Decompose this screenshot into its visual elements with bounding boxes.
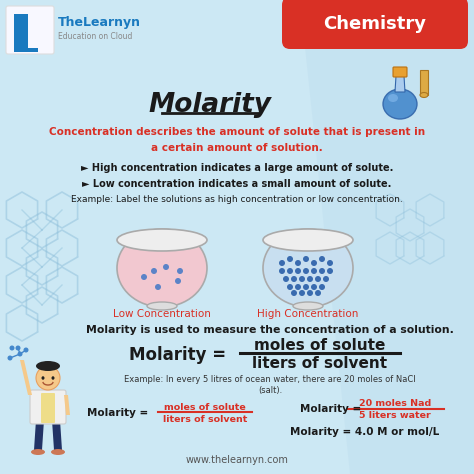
Ellipse shape: [319, 284, 325, 290]
Text: Molarity: Molarity: [148, 92, 272, 118]
Ellipse shape: [175, 278, 181, 284]
Text: Example: Label the solutions as high concentration or low concentration.: Example: Label the solutions as high con…: [71, 195, 403, 204]
Ellipse shape: [31, 449, 45, 455]
Ellipse shape: [295, 268, 301, 274]
Ellipse shape: [311, 268, 317, 274]
Ellipse shape: [303, 256, 309, 262]
Polygon shape: [20, 360, 32, 395]
Ellipse shape: [287, 256, 293, 262]
Ellipse shape: [36, 366, 60, 390]
Ellipse shape: [177, 268, 183, 274]
Ellipse shape: [293, 302, 323, 310]
Ellipse shape: [307, 276, 313, 282]
Ellipse shape: [18, 352, 22, 356]
Ellipse shape: [295, 260, 301, 266]
Ellipse shape: [117, 229, 207, 251]
Ellipse shape: [311, 260, 317, 266]
Ellipse shape: [315, 290, 321, 296]
Polygon shape: [64, 395, 70, 415]
Ellipse shape: [327, 268, 333, 274]
Text: moles of solute: moles of solute: [255, 337, 386, 353]
Text: High Concentration: High Concentration: [257, 309, 359, 319]
Ellipse shape: [9, 346, 15, 350]
Ellipse shape: [163, 264, 169, 270]
Text: Molarity is used to measure the concentration of a solution.: Molarity is used to measure the concentr…: [86, 325, 454, 335]
Text: Molarity = 4.0 M or mol/L: Molarity = 4.0 M or mol/L: [291, 427, 439, 437]
Text: Concentration describes the amount of solute that is present in: Concentration describes the amount of so…: [49, 127, 425, 137]
Ellipse shape: [323, 276, 329, 282]
FancyBboxPatch shape: [6, 6, 54, 54]
Ellipse shape: [291, 290, 297, 296]
Ellipse shape: [283, 276, 289, 282]
Ellipse shape: [295, 284, 301, 290]
Text: 5 liters water: 5 liters water: [359, 411, 431, 420]
Ellipse shape: [8, 356, 12, 361]
Text: TheLearnyn: TheLearnyn: [58, 16, 141, 28]
Ellipse shape: [51, 449, 65, 455]
Polygon shape: [34, 420, 44, 450]
Ellipse shape: [287, 284, 293, 290]
Ellipse shape: [141, 274, 147, 280]
Text: ► Low concentration indicates a small amount of solute.: ► Low concentration indicates a small am…: [82, 179, 392, 189]
Polygon shape: [420, 70, 428, 95]
Text: (salt).: (salt).: [258, 385, 282, 394]
Ellipse shape: [279, 268, 285, 274]
Ellipse shape: [307, 290, 313, 296]
Text: Molarity =: Molarity =: [129, 346, 227, 364]
Text: moles of solute: moles of solute: [164, 402, 246, 411]
Polygon shape: [14, 14, 38, 52]
Text: liters of solvent: liters of solvent: [253, 356, 388, 371]
Ellipse shape: [42, 376, 45, 380]
Ellipse shape: [388, 94, 398, 102]
Ellipse shape: [16, 346, 20, 350]
Ellipse shape: [117, 229, 207, 307]
FancyBboxPatch shape: [282, 0, 468, 49]
Ellipse shape: [52, 376, 55, 380]
Ellipse shape: [327, 260, 333, 266]
Polygon shape: [52, 420, 62, 450]
Text: liters of solvent: liters of solvent: [163, 414, 247, 423]
Text: Molarity =: Molarity =: [300, 404, 361, 414]
Ellipse shape: [315, 276, 321, 282]
Ellipse shape: [147, 302, 177, 310]
Polygon shape: [300, 0, 474, 474]
Ellipse shape: [299, 290, 305, 296]
FancyBboxPatch shape: [30, 390, 66, 424]
Ellipse shape: [303, 284, 309, 290]
Text: Education on Cloud: Education on Cloud: [58, 31, 132, 40]
Ellipse shape: [383, 89, 417, 119]
Text: ► High concentration indicates a large amount of solute.: ► High concentration indicates a large a…: [81, 163, 393, 173]
Ellipse shape: [151, 268, 157, 274]
Ellipse shape: [311, 284, 317, 290]
Ellipse shape: [303, 268, 309, 274]
Ellipse shape: [420, 92, 428, 98]
Ellipse shape: [24, 347, 28, 353]
Ellipse shape: [299, 276, 305, 282]
Ellipse shape: [263, 229, 353, 251]
Ellipse shape: [319, 268, 325, 274]
Ellipse shape: [287, 268, 293, 274]
Text: www.thelearnyn.com: www.thelearnyn.com: [185, 455, 289, 465]
Text: Chemistry: Chemistry: [323, 15, 427, 33]
Ellipse shape: [319, 256, 325, 262]
Polygon shape: [395, 76, 405, 92]
Ellipse shape: [291, 276, 297, 282]
Text: Molarity =: Molarity =: [87, 408, 148, 418]
Text: 20 moles Nad: 20 moles Nad: [359, 399, 431, 408]
Ellipse shape: [36, 361, 60, 371]
Text: Example: In every 5 litres of ocean water, there are 20 moles of NaCl: Example: In every 5 litres of ocean wate…: [124, 375, 416, 384]
Ellipse shape: [155, 284, 161, 290]
FancyBboxPatch shape: [393, 67, 407, 77]
Ellipse shape: [279, 260, 285, 266]
Text: a certain amount of solution.: a certain amount of solution.: [151, 143, 323, 153]
FancyBboxPatch shape: [41, 393, 55, 423]
Ellipse shape: [263, 229, 353, 307]
Text: Low Concentration: Low Concentration: [113, 309, 211, 319]
